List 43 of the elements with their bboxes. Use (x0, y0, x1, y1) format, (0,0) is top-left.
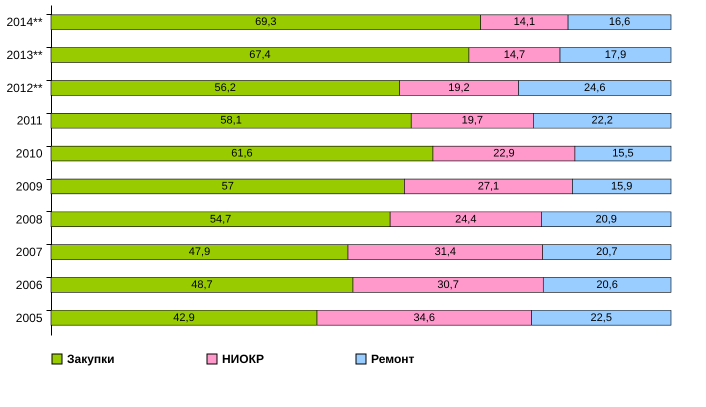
data-label: 42,9 (173, 312, 195, 324)
y-tick-label: 2005 (16, 310, 43, 325)
y-tick-label: 2009 (16, 179, 43, 194)
data-label: 19,2 (448, 82, 470, 94)
data-label: 67,4 (249, 49, 271, 62)
data-label: 61,6 (231, 148, 253, 160)
data-label: 24,4 (455, 213, 476, 226)
y-tick-label: 2014** (6, 15, 43, 30)
data-label: 30,7 (437, 278, 459, 291)
data-label: 69,3 (255, 16, 277, 28)
data-label: 31,4 (434, 246, 456, 258)
data-label: 24,6 (584, 82, 606, 94)
data-label: 15,5 (612, 148, 634, 160)
data-label: 34,6 (414, 312, 435, 324)
data-label: 27,1 (478, 180, 500, 192)
data-label: 48,7 (191, 278, 213, 291)
data-label: 14,1 (514, 16, 536, 28)
data-label: 16,6 (608, 16, 630, 28)
data-label: 14,7 (504, 49, 526, 62)
legend-label: Закупки (67, 352, 115, 366)
data-label: 19,7 (462, 114, 483, 127)
data-label: 56,2 (214, 82, 236, 94)
data-label: 22,9 (493, 148, 515, 160)
data-label: 20,6 (596, 278, 618, 291)
data-label: 15,9 (611, 180, 632, 192)
y-tick-label: 2011 (16, 114, 43, 128)
legend-label: НИОКР (222, 352, 264, 366)
y-tick-label: 2013** (6, 48, 43, 62)
data-label: 20,9 (596, 213, 617, 226)
y-tick-label: 2007 (16, 245, 43, 260)
y-tick-label: 2012** (6, 80, 43, 95)
data-label: 47,9 (188, 246, 210, 258)
data-label: 17,9 (604, 49, 626, 62)
data-label: 22,5 (590, 312, 612, 324)
y-tick-label: 2006 (16, 278, 43, 292)
data-label: 54,7 (210, 213, 232, 226)
data-label: 20,7 (596, 246, 618, 258)
data-label: 58,1 (220, 114, 242, 127)
data-label: 22,2 (591, 114, 613, 127)
legend-label: Ремонт (371, 352, 415, 366)
data-label: 57 (222, 180, 234, 192)
y-tick-label: 2008 (16, 212, 43, 226)
y-tick-label: 2010 (16, 146, 43, 161)
